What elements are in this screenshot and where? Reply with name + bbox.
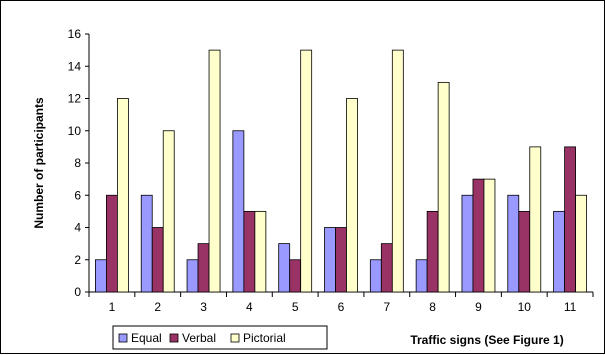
legend-label-equal: Equal (131, 331, 162, 345)
bar-equal-7 (370, 260, 381, 292)
x-axis-title: Traffic signs (See Figure 1) (410, 333, 563, 347)
bar-pictorial-11 (576, 195, 587, 292)
y-tick-label: 4 (74, 221, 81, 235)
bar-verbal-9 (473, 179, 484, 292)
x-tick-label: 11 (564, 300, 577, 314)
bar-verbal-10 (519, 211, 530, 292)
bar-pictorial-3 (209, 50, 220, 292)
bar-pictorial-5 (301, 50, 312, 292)
bar-equal-1 (95, 260, 106, 292)
legend-label-verbal: Verbal (182, 331, 216, 345)
x-tick-label: 6 (338, 300, 345, 314)
bar-equal-10 (508, 195, 519, 292)
bar-pictorial-7 (392, 50, 403, 292)
y-tick-label: 0 (74, 285, 81, 299)
y-tick-label: 6 (74, 188, 81, 202)
bar-pictorial-8 (438, 82, 449, 292)
legend-swatch-equal (119, 334, 127, 342)
bar-pictorial-1 (117, 99, 128, 293)
bar-verbal-5 (290, 260, 301, 292)
bar-pictorial-10 (530, 147, 541, 292)
y-tick-label: 12 (68, 92, 82, 106)
y-tick-label: 14 (68, 59, 82, 73)
bar-equal-9 (462, 195, 473, 292)
bar-verbal-6 (336, 228, 347, 293)
bar-verbal-3 (198, 244, 209, 292)
x-tick-label: 2 (154, 300, 161, 314)
x-tick-label: 1 (109, 300, 116, 314)
bar-equal-4 (233, 131, 244, 292)
bar-equal-3 (187, 260, 198, 292)
x-tick-label: 8 (429, 300, 436, 314)
bar-verbal-1 (106, 195, 117, 292)
bar-equal-2 (141, 195, 152, 292)
y-tick-labels: 0 2 4 6 8 10 12 14 16 (68, 27, 82, 299)
x-tick-label: 9 (475, 300, 482, 314)
legend-label-pictorial: Pictorial (243, 331, 286, 345)
x-tick-label: 10 (518, 300, 532, 314)
bar-verbal-4 (244, 211, 255, 292)
y-tick-label: 2 (74, 253, 81, 267)
bar-pictorial-6 (347, 99, 358, 293)
x-tick-label: 3 (200, 300, 207, 314)
bar-equal-5 (279, 244, 290, 292)
bar-pictorial-4 (255, 211, 266, 292)
bar-pictorial-9 (484, 179, 495, 292)
x-tick-label: 5 (292, 300, 299, 314)
bar-verbal-8 (427, 211, 438, 292)
bars (95, 50, 586, 292)
bar-verbal-11 (565, 147, 576, 292)
y-tick-label: 10 (68, 124, 82, 138)
y-axis-title: Number of participants (32, 97, 46, 229)
bar-verbal-7 (381, 244, 392, 292)
legend-swatch-verbal (170, 334, 178, 342)
x-tick-labels: 1 2 3 4 5 6 7 8 9 10 11 (109, 300, 577, 314)
y-tick-label: 8 (74, 156, 81, 170)
bar-equal-8 (416, 260, 427, 292)
bar-equal-6 (325, 228, 336, 293)
legend: Equal Verbal Pictorial (113, 326, 327, 349)
y-tick-label: 16 (68, 27, 82, 41)
legend-swatch-pictorial (231, 334, 239, 342)
x-tick-label: 7 (383, 300, 390, 314)
bar-equal-11 (554, 211, 565, 292)
x-tick-label: 4 (246, 300, 253, 314)
bar-verbal-2 (152, 228, 163, 293)
bar-pictorial-2 (163, 131, 174, 292)
